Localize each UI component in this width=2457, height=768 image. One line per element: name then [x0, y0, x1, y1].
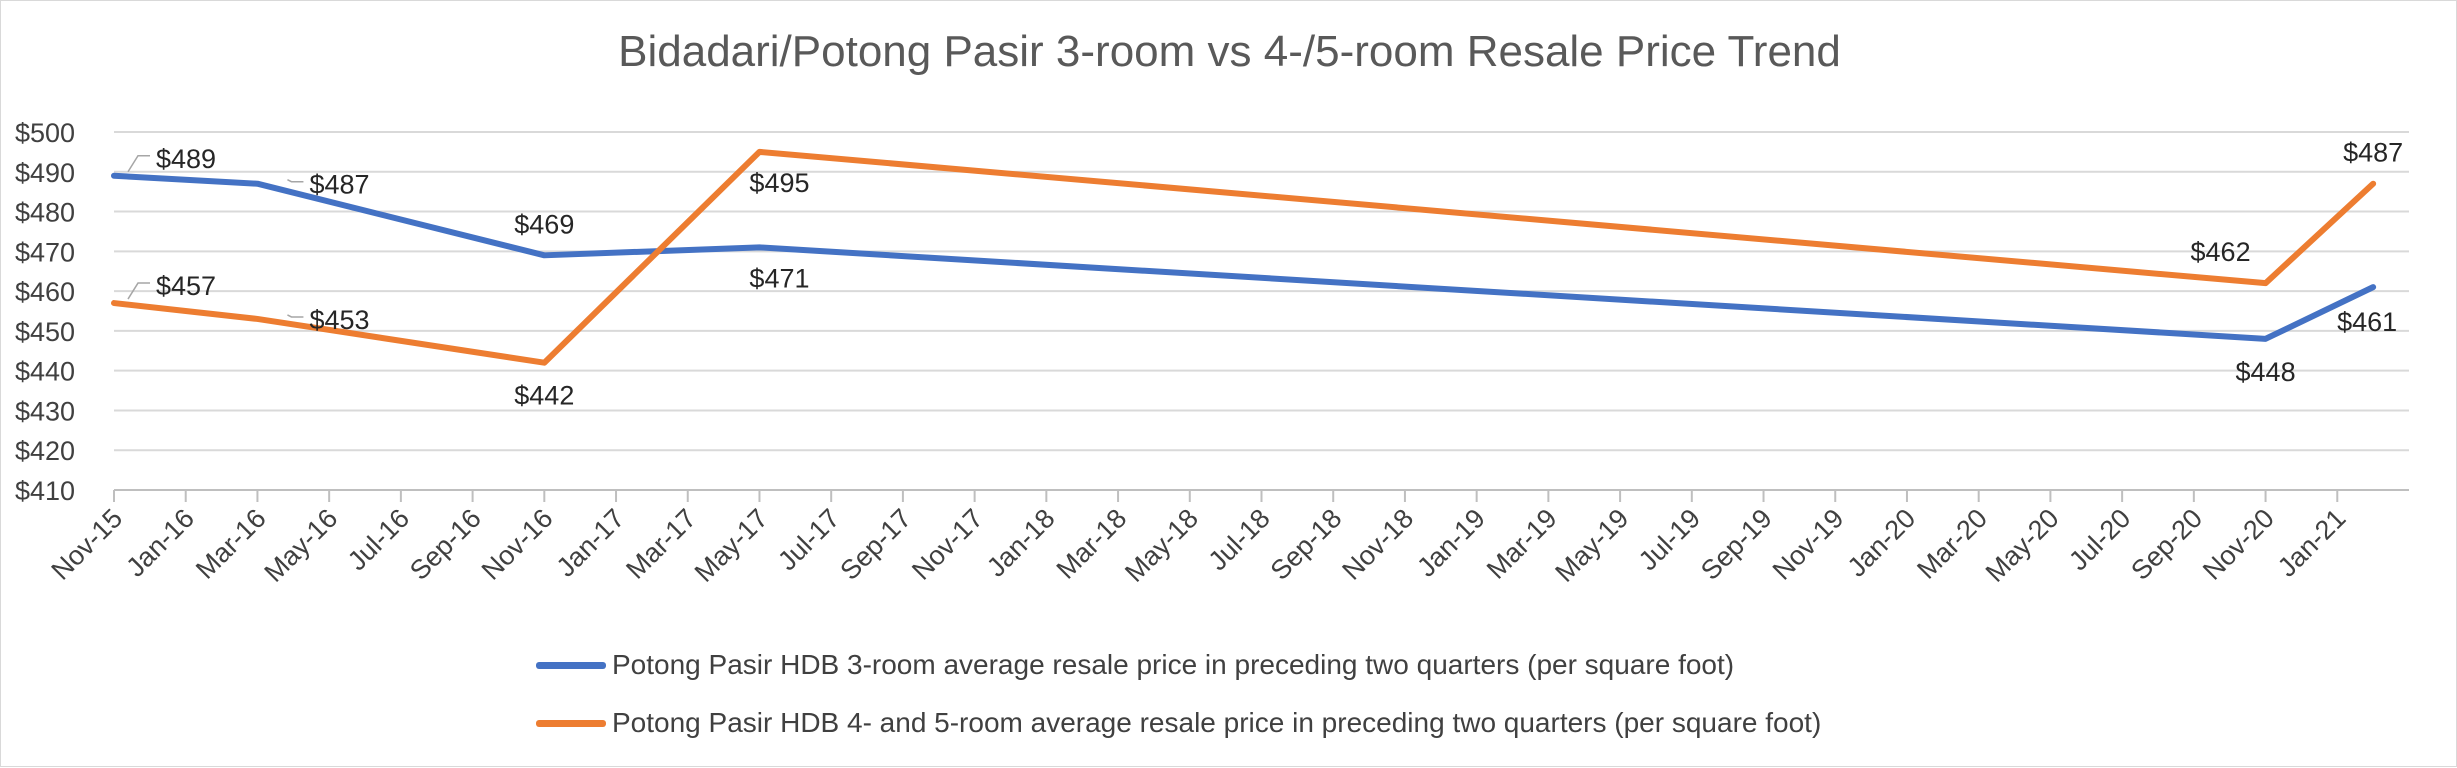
grid-lines [114, 131, 2409, 452]
data-label: $453 [309, 305, 369, 335]
legend-item-4-5-room: Potong Pasir HDB 4- and 5-room average r… [536, 694, 1821, 752]
x-tick-label: Mar-17 [620, 503, 702, 585]
x-tick-label: May-16 [259, 503, 344, 588]
y-tick-label: $420 [15, 436, 75, 466]
x-tick-label: Nov-19 [1767, 503, 1850, 586]
legend-item-3-room: Potong Pasir HDB 3-room average resale p… [536, 636, 1821, 694]
x-tick-label: Sep-19 [1695, 503, 1778, 586]
y-tick-label: $490 [15, 158, 75, 188]
y-tick-label: $410 [15, 476, 75, 506]
x-tick-label: Nov-16 [476, 503, 559, 586]
y-tick-labels: $410 $420 $430 $440 $450 $460 $470 $480 $490 $500 [15, 118, 75, 506]
data-labels: $489 $487 $469 $471 $448 $461 $457 $453 $442 $495… [127, 138, 2403, 411]
x-tick-label: Jan-21 [2272, 503, 2352, 583]
x-tick-label: May-17 [689, 503, 774, 588]
y-tick-label: $440 [15, 357, 75, 387]
data-label: $442 [514, 381, 574, 411]
x-tick-label: Sep-18 [1265, 503, 1348, 586]
x-tick-label: Mar-18 [1051, 503, 1133, 585]
x-tick-label: May-18 [1119, 503, 1204, 588]
series-line-4-5-room [111, 148, 2377, 366]
x-tick-label: Jan-20 [1842, 503, 1922, 583]
y-tick-label: $470 [15, 237, 75, 267]
x-tick-label: Nov-17 [906, 503, 989, 586]
y-tick-label: $450 [15, 317, 75, 347]
y-tick-label: $460 [15, 277, 75, 307]
x-tick-label: Nov-18 [1336, 503, 1419, 586]
x-tick-label: Mar-19 [1481, 503, 1563, 585]
x-tick-label: May-19 [1549, 503, 1634, 588]
legend-label-3-room: Potong Pasir HDB 3-room average resale p… [612, 649, 1735, 680]
label-leader-line [127, 155, 150, 173]
data-label: $448 [2236, 357, 2296, 387]
label-leader-line [287, 314, 304, 318]
data-label: $457 [156, 271, 216, 301]
x-tick-label: Jan-16 [120, 503, 200, 583]
data-label: $469 [514, 209, 574, 239]
x-tick-label: Mar-16 [190, 503, 272, 585]
data-label: $462 [2191, 237, 2251, 267]
data-label: $489 [156, 144, 216, 174]
data-label: $471 [749, 263, 809, 293]
x-tick-label: Jan-18 [981, 503, 1061, 583]
axes [113, 489, 2409, 502]
x-tick-labels: Nov-15Jan-16Mar-16May-16Jul-16Sep-16Nov-… [45, 503, 2351, 588]
x-tick-label: Sep-20 [2125, 503, 2208, 586]
x-tick-label: Jan-17 [551, 503, 631, 583]
legend-swatch-4-5-room [536, 719, 606, 727]
x-tick-label: Mar-20 [1911, 503, 1993, 585]
series-line-3-room [111, 172, 2377, 342]
x-tick-label: Nov-15 [45, 503, 128, 586]
y-tick-label: $480 [15, 198, 75, 228]
x-tick-label: Nov-20 [2197, 503, 2280, 586]
x-tick-label: May-20 [1980, 503, 2065, 588]
x-tick-label: Sep-17 [834, 503, 917, 586]
label-leader-line [287, 179, 304, 183]
y-tick-label: $500 [15, 118, 75, 148]
data-label: $461 [2337, 307, 2397, 337]
series-lines [111, 148, 2377, 366]
label-leader-line [127, 282, 150, 300]
data-label: $487 [2343, 138, 2403, 168]
legend-label-4-5-room: Potong Pasir HDB 4- and 5-room average r… [612, 707, 1822, 738]
y-tick-label: $430 [15, 396, 75, 426]
x-tick-label: Sep-16 [404, 503, 487, 586]
data-label: $495 [749, 168, 809, 198]
legend: Potong Pasir HDB 3-room average resale p… [536, 636, 1821, 752]
data-label: $487 [309, 170, 369, 200]
legend-swatch-3-room [536, 661, 606, 669]
x-tick-label: Jan-19 [1411, 503, 1491, 583]
chart-title: Bidadari/Potong Pasir 3-room vs 4-/5-roo… [618, 27, 1841, 76]
